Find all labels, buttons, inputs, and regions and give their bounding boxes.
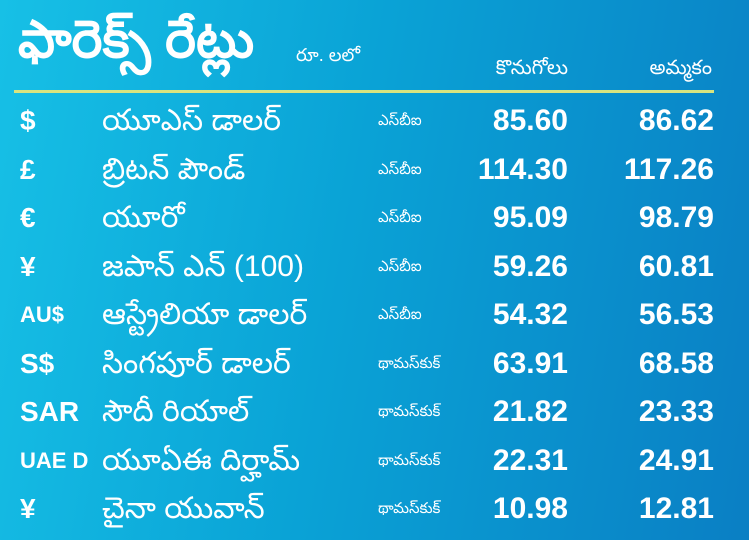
buy-rate: 10.98: [492, 492, 568, 525]
sell-column-header: అమ్మకం: [649, 57, 712, 79]
currency-symbol: S$: [20, 347, 55, 379]
currency-symbol: UAE D: [20, 447, 89, 473]
table-row: ¥ చైనా యువాన్ థామస్‌కుక్ 10.98 12.81: [0, 485, 749, 534]
sell-rate: 86.62: [638, 104, 714, 137]
currency-name: యూరో: [102, 201, 185, 234]
page-title: ఫారెక్స్ రేట్లు: [18, 11, 255, 69]
bank-name: థామస్‌కుక్: [378, 500, 441, 517]
table-row: € యూరో ఎస్‌బీఐ 95.09 98.79: [0, 194, 749, 243]
buy-column-header: కొనుగోలు: [495, 57, 568, 79]
bank-name: థామస్‌కుక్: [378, 403, 441, 420]
currency-symbol: ¥: [20, 250, 36, 282]
table-row: UAE D యూఏఈ దిర్హామ్ థామస్‌కుక్ 22.31 24.…: [0, 437, 749, 486]
currency-symbol: $: [20, 105, 36, 136]
table-row: £ బ్రిటన్ పౌండ్ ఎస్‌బీఐ 114.30 117.26: [0, 146, 749, 195]
table-row: ¥ జపాన్ ఎన్ (100) ఎస్‌బీఐ 59.26 60.81: [0, 243, 749, 292]
currency-name: చైనా యువాన్: [102, 492, 265, 525]
buy-rate: 21.82: [492, 395, 568, 428]
currency-symbol: £: [20, 153, 36, 185]
sell-rate: 60.81: [638, 249, 714, 283]
bank-name: థామస్‌కుక్: [378, 354, 441, 372]
currency-name: యూఎస్ డాలర్: [102, 104, 282, 137]
buy-rate: 85.60: [492, 104, 568, 137]
bank-name: ఎస్‌బీఐ: [378, 112, 422, 129]
currency-symbol: ¥: [20, 493, 36, 524]
currency-symbol: AU$: [20, 302, 65, 327]
buy-rate: 22.31: [492, 443, 568, 477]
currency-name: సౌదీ రియాల్: [102, 395, 250, 428]
currency-name: బ్రిటన్ పౌండ్: [102, 152, 246, 186]
currency-name: సింగపూర్ డాలర్: [102, 346, 291, 380]
currency-symbol: SAR: [20, 396, 80, 427]
sell-rate: 117.26: [623, 152, 714, 186]
bank-name: ఎస్‌బీఐ: [378, 306, 422, 323]
table-row: AU$ ఆస్ట్రేలియా డాలర్ ఎస్‌బీఐ 54.32 56.5…: [0, 291, 749, 340]
buy-rate: 54.32: [492, 298, 568, 331]
sell-rate: 68.58: [638, 346, 714, 380]
table-row: $ యూఎస్ డాలర్ ఎస్‌బీఐ 85.60 86.62: [0, 97, 749, 146]
buy-rate: 59.26: [492, 249, 568, 283]
currency-name: ఆస్ట్రేలియా డాలర్: [102, 298, 308, 331]
unit-label: రూ. లలో: [296, 45, 360, 65]
currency-name: జపాన్ ఎన్ (100): [102, 249, 304, 283]
currency-name: యూఏఈ దిర్హామ్: [102, 443, 301, 477]
table-row: SAR సౌదీ రియాల్ థామస్‌కుక్ 21.82 23.33: [0, 388, 749, 437]
bank-name: ఎస్‌బీఐ: [378, 160, 422, 178]
sell-rate: 56.53: [638, 298, 714, 331]
currency-symbol: €: [20, 202, 36, 233]
buy-rate: 63.91: [492, 346, 568, 380]
sell-rate: 98.79: [638, 201, 714, 234]
sell-rate: 23.33: [638, 395, 714, 428]
buy-rate: 95.09: [492, 201, 568, 234]
table-row: S$ సింగపూర్ డాలర్ థామస్‌కుక్ 63.91 68.58: [0, 340, 749, 389]
buy-rate: 114.30: [477, 152, 568, 186]
bank-name: ఎస్‌బీఐ: [378, 209, 422, 226]
bank-name: థామస్‌కుక్: [378, 451, 441, 469]
sell-rate: 24.91: [638, 443, 714, 477]
rates-table: $ యూఎస్ డాలర్ ఎస్‌బీఐ 85.60 86.62 £ బ్రి…: [0, 97, 749, 534]
sell-rate: 12.81: [638, 492, 714, 525]
header-divider: [14, 90, 714, 93]
bank-name: ఎస్‌బీఐ: [378, 257, 422, 275]
